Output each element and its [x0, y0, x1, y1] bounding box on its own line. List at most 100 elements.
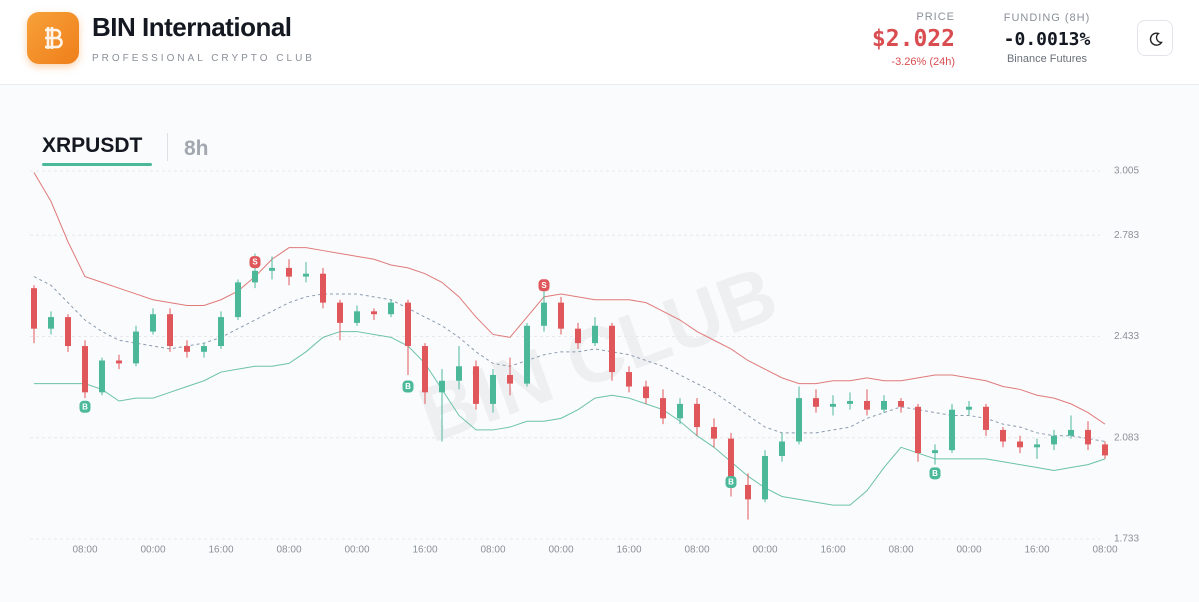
x-tick-label: 16:00 [1024, 545, 1049, 556]
candle-body [167, 314, 173, 347]
candle-body [847, 401, 853, 404]
candle-body [235, 282, 241, 318]
candle-body [660, 398, 666, 419]
signal-label: S [541, 281, 547, 290]
candle-body [1051, 435, 1057, 445]
candle-body [796, 398, 802, 442]
y-tick-label: 2.083 [1114, 432, 1139, 443]
price-change: -3.26% (24h) [891, 56, 955, 68]
funding-value: -0.0013% [1003, 29, 1091, 50]
buy-marker: B [725, 476, 737, 489]
candle-body [439, 380, 445, 393]
signal-label: B [728, 478, 734, 487]
candle-body [541, 302, 547, 326]
candle-body [949, 409, 955, 451]
signal-badge [79, 400, 91, 413]
candle-body [405, 302, 411, 347]
x-tick-label: 00:00 [140, 545, 165, 556]
signal-label: B [82, 402, 88, 411]
x-tick-label: 00:00 [752, 545, 777, 556]
signal-badge [538, 279, 550, 292]
candle-body [1068, 429, 1074, 436]
signal-badge [402, 380, 414, 393]
x-tick-label: 08:00 [72, 545, 97, 556]
candle-body [1102, 444, 1108, 456]
tab-separator [167, 133, 168, 161]
candle-body [490, 374, 496, 404]
candle-body [966, 406, 972, 410]
x-tick-label: 08:00 [276, 545, 301, 556]
candle-body [592, 325, 598, 344]
candle-body [269, 267, 275, 271]
candle-body [728, 438, 734, 485]
candle-body [881, 401, 887, 410]
sell-marker: S [249, 256, 261, 269]
logo[interactable] [27, 12, 79, 64]
moon-icon [1149, 32, 1163, 46]
upper-band [33, 172, 1106, 425]
tagline: PROFESSIONAL CRYPTO CLUB [92, 53, 315, 64]
signal-label: B [405, 382, 411, 391]
candle-body [898, 401, 904, 407]
candle-body [711, 427, 717, 439]
candle-body [286, 267, 292, 277]
candle-body [218, 317, 224, 347]
candle-body [133, 331, 139, 364]
x-tick-label: 16:00 [208, 545, 233, 556]
price-label: PRICE [916, 11, 955, 23]
candle-body [609, 325, 615, 373]
candle-body [1017, 441, 1023, 448]
candle-body [626, 372, 632, 387]
candle-body [31, 288, 37, 329]
buy-marker: B [79, 400, 91, 413]
candle-body [116, 360, 122, 364]
x-tick-label: 08:00 [684, 545, 709, 556]
sell-marker: S [538, 279, 550, 292]
x-tick-label: 00:00 [344, 545, 369, 556]
logo-icon [45, 27, 63, 49]
y-tick-label: 3.005 [1114, 166, 1139, 177]
candle-body [252, 270, 258, 283]
buy-marker: B [402, 380, 414, 393]
lower-band [34, 331, 1106, 506]
interval-tab[interactable]: 8h [184, 137, 209, 160]
candle-body [201, 346, 207, 352]
candle-body [1000, 429, 1006, 442]
y-tick-label: 2.433 [1114, 331, 1139, 342]
x-tick-label: 08:00 [1092, 545, 1117, 556]
signal-badge [929, 467, 941, 480]
candle-body [558, 302, 564, 329]
header: BIN International PROFESSIONAL CRYPTO CL… [0, 0, 1199, 85]
signal-badge [725, 476, 737, 489]
candle-body [915, 406, 921, 454]
candle-body [337, 302, 343, 323]
candle-body [813, 398, 819, 407]
signal-badge [249, 256, 261, 269]
candle-body [932, 450, 938, 454]
candle-body [524, 325, 530, 384]
candle-body [830, 403, 836, 407]
candle-body [48, 317, 54, 329]
y-tick-label: 1.733 [1114, 534, 1139, 545]
middle-band [33, 276, 1106, 442]
candle-body [184, 346, 190, 352]
candle-body [473, 366, 479, 404]
x-tick-label: 16:00 [820, 545, 845, 556]
candle-body [371, 311, 377, 315]
candle-body [303, 273, 309, 277]
tab-underline [42, 163, 152, 166]
funding-label: FUNDING (8H) [1003, 12, 1091, 24]
symbol-tab[interactable]: XRPUSDT [42, 134, 143, 157]
x-tick-label: 08:00 [480, 545, 505, 556]
candle-body [1034, 444, 1040, 448]
x-tick-label: 00:00 [548, 545, 573, 556]
candle-body [388, 302, 394, 315]
candle-body [354, 311, 360, 323]
candle-body [779, 441, 785, 456]
watermark: BIN CLUB [408, 249, 788, 459]
signal-label: B [932, 469, 938, 478]
candle-body [320, 273, 326, 303]
funding-source: Binance Futures [1006, 53, 1088, 65]
theme-toggle[interactable] [1137, 20, 1173, 56]
